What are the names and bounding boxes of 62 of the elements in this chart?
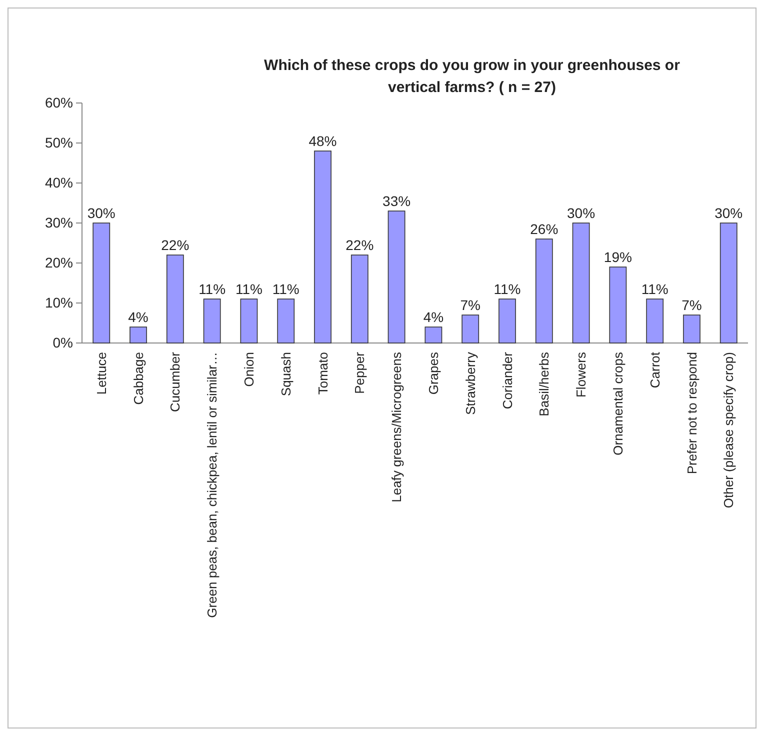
bar — [277, 298, 295, 344]
bar — [130, 326, 147, 344]
data-label: 33% — [382, 193, 411, 209]
bar — [646, 298, 664, 344]
x-tick-label: Leafy greens/Microgreens — [389, 352, 404, 502]
x-tick-label: Other (please specify crop) — [721, 352, 736, 508]
x-tick-label: Flowers — [574, 352, 589, 398]
bar — [535, 238, 553, 344]
y-tick-label: 0% — [52, 334, 73, 350]
data-label: 11% — [641, 281, 668, 297]
chart-title: Which of these crops do you grow in your greenhouses or vertical farms? ( n = 27) — [264, 57, 680, 96]
data-label: 4% — [128, 309, 148, 325]
data-label: 19% — [604, 249, 632, 265]
y-tick-label: 10% — [44, 294, 73, 310]
x-tick-label: Coriander — [500, 351, 515, 410]
x-tick-label: Ornamental crops — [610, 352, 626, 456]
y-tick-label: 50% — [44, 134, 73, 150]
y-tick-label: 40% — [44, 174, 73, 190]
x-tick-label: Tomato — [315, 352, 330, 395]
bar — [572, 222, 590, 344]
data-label: 30% — [714, 205, 743, 221]
bar — [462, 314, 480, 344]
data-label: 30% — [87, 205, 116, 221]
data-label: 7% — [460, 297, 480, 313]
y-tick-label: 60% — [44, 94, 73, 110]
x-tick-label: Green peas, bean, chickpea, lentil or similar… — [204, 352, 220, 618]
x-tick-label: Cabbage — [130, 352, 146, 405]
bar — [609, 266, 627, 344]
data-label: 11% — [494, 281, 521, 297]
x-tick-label: Grapes — [426, 352, 441, 395]
data-label: 22% — [346, 237, 374, 253]
x-tick-label: Cucumber — [168, 351, 183, 412]
bar — [92, 222, 110, 344]
bar — [388, 210, 406, 344]
x-tick-label: Onion — [242, 352, 257, 387]
data-label: 48% — [308, 133, 337, 149]
data-label: 26% — [530, 221, 558, 237]
x-tick-label: Basil/herbs — [536, 352, 552, 416]
y-tick-label: 20% — [44, 254, 73, 270]
bar — [350, 254, 368, 344]
x-tick-label: Pepper — [352, 351, 368, 394]
data-label: 11% — [235, 281, 262, 297]
bar — [240, 298, 258, 344]
bar — [498, 298, 516, 344]
data-label: 30% — [567, 205, 596, 221]
bar — [166, 254, 184, 344]
data-label: 11% — [198, 281, 226, 297]
data-label: 11% — [272, 281, 300, 297]
x-tick-label: Lettuce — [94, 352, 109, 395]
x-tick-label: Prefer not to respond — [684, 352, 700, 474]
x-tick-label: Strawberry — [462, 352, 478, 415]
bar — [683, 314, 700, 344]
bar — [720, 222, 738, 344]
x-tick-label: Squash — [278, 352, 294, 396]
bar — [203, 298, 221, 344]
x-tick-label: Carrot — [647, 352, 662, 388]
bar — [314, 150, 332, 344]
bar — [424, 326, 442, 344]
data-label: 4% — [423, 309, 444, 325]
y-tick-label: 30% — [44, 214, 73, 230]
data-label: 7% — [682, 297, 702, 313]
data-label: 22% — [161, 237, 190, 253]
